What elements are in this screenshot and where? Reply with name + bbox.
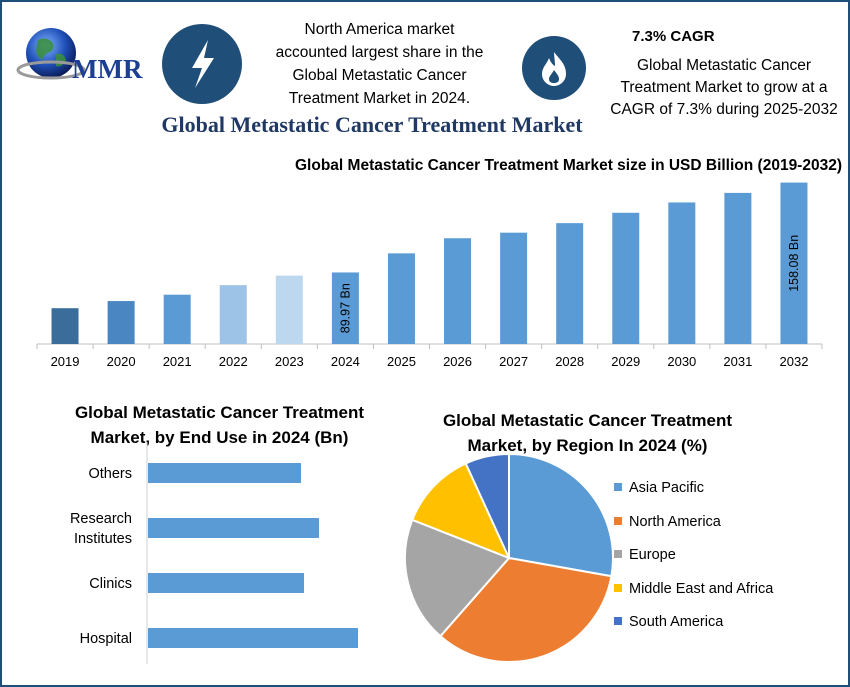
legend-swatch [614, 550, 622, 558]
bar-2026 [444, 238, 472, 344]
info-line: Global Metastatic Cancer [292, 67, 467, 84]
bolt-badge [162, 24, 242, 104]
main-title: Global Metastatic Cancer Treatment Marke… [161, 112, 583, 137]
legend-item: Middle East and Africa [614, 581, 773, 597]
x-tick-label: 2020 [107, 354, 136, 369]
bar-2019 [51, 308, 79, 344]
end-use-chart-title: Global Metastatic Cancer Treatment Marke… [52, 400, 387, 450]
end-use-label: Research Institutes [70, 511, 132, 547]
legend-label: Asia Pacific [629, 480, 704, 496]
legend-item: North America [614, 514, 721, 530]
x-tick-label: 2028 [555, 354, 584, 369]
end-use-label-line: Institutes [74, 531, 132, 547]
end-use-label-line: Research [70, 511, 132, 527]
bar-2024 [331, 272, 359, 344]
x-tick-label: 2024 [331, 354, 360, 369]
pie-slice-europe [404, 518, 511, 638]
pie-slice-south-america [464, 452, 510, 559]
pie-slice-north-america [438, 556, 613, 663]
bar-chart-title: Global Metastatic Cancer Treatment Marke… [295, 157, 842, 174]
legend-label: Europe [629, 547, 676, 563]
market-size-bar-chart: 2019 2020 2021 2022 2023 2024 2025 2026 2027 2028… [36, 182, 823, 369]
end-use-bar-chart: Others Research Institutes Clinics Hospital [70, 442, 358, 664]
flame-badge [522, 36, 586, 100]
end-use-label-line: Clinics [89, 576, 132, 592]
globe-logo-icon [16, 28, 86, 80]
cagr-line: Global Metastatic Cancer [636, 57, 812, 74]
region-pie-chart [404, 452, 614, 663]
legend-label: North America [629, 514, 721, 530]
legend-label: Middle East and Africa [629, 581, 774, 597]
bar-2032 [780, 182, 808, 344]
bar-2021 [163, 294, 191, 344]
x-tick-label: 2032 [780, 354, 809, 369]
end-use-bar [148, 463, 301, 483]
bar-2022 [219, 285, 247, 344]
end-use-label-line: Hospital [80, 631, 132, 647]
cagr-title: 7.3% CAGR [632, 28, 715, 45]
bar-2023 [275, 275, 303, 344]
legend-item: Asia Pacific [614, 480, 704, 496]
bar-2020 [107, 301, 135, 344]
legend-swatch [614, 584, 622, 592]
x-tick-label: 2027 [499, 354, 528, 369]
region-title-line: Market, by Region In 2024 (%) [467, 436, 708, 455]
region-chart-title: Global Metastatic Cancer Treatment Marke… [420, 408, 755, 458]
end-use-bar [148, 628, 358, 648]
bar-data-label: 89.97 Bn [338, 283, 352, 333]
north-america-info: North America market accounted largest s… [257, 18, 502, 110]
end-use-title-line: Market, by End Use in 2024 (Bn) [90, 428, 349, 447]
bar-2027 [500, 232, 528, 344]
end-use-bar [148, 518, 319, 538]
lightning-bolt-icon [192, 40, 214, 88]
cagr-info: Global Metastatic Cancer Treatment Marke… [602, 55, 846, 121]
bar-data-label: 158.08 Bn [787, 235, 801, 292]
x-tick-label: 2022 [219, 354, 248, 369]
legend-label: South America [629, 614, 724, 630]
cagr-line: Treatment Market to grow at a [620, 79, 828, 96]
legend-swatch [614, 483, 622, 491]
x-tick-label: 2031 [723, 354, 752, 369]
end-use-label-line: Others [88, 466, 132, 482]
bar-2031 [724, 192, 752, 344]
x-tick-label: 2029 [611, 354, 640, 369]
info-line: Treatment Market in 2024. [288, 90, 471, 107]
legend-item: Europe [614, 547, 676, 563]
x-tick-label: 2019 [51, 354, 80, 369]
x-tick-label: 2026 [443, 354, 472, 369]
cagr-line: CAGR of 7.3% during 2025-2032 [610, 101, 838, 118]
end-use-label: Others [88, 466, 132, 482]
x-tick-label: 2030 [667, 354, 696, 369]
end-use-title-line: Global Metastatic Cancer Treatment [74, 403, 365, 422]
logo-text: MMR [72, 54, 143, 84]
bar-2030 [668, 202, 696, 344]
legend-swatch [614, 517, 622, 525]
bar-2029 [612, 212, 640, 344]
region-title-line: Global Metastatic Cancer Treatment [442, 411, 733, 430]
end-use-label: Hospital [80, 631, 132, 647]
flame-icon [542, 52, 566, 86]
end-use-bar [148, 573, 304, 593]
bar-2028 [556, 223, 584, 344]
x-tick-label: 2023 [275, 354, 304, 369]
pie-slice-asia-pacific [508, 452, 614, 578]
x-tick-label: 2025 [387, 354, 416, 369]
x-tick-label: 2021 [163, 354, 192, 369]
end-use-label: Clinics [89, 576, 132, 592]
info-line: North America market [304, 21, 455, 38]
info-line: accounted largest share in the [275, 44, 484, 61]
pie-slice-middle-east-and-africa [410, 462, 511, 560]
legend-item: South America [614, 614, 723, 630]
bar-2025 [387, 253, 415, 344]
legend-swatch [614, 617, 622, 625]
